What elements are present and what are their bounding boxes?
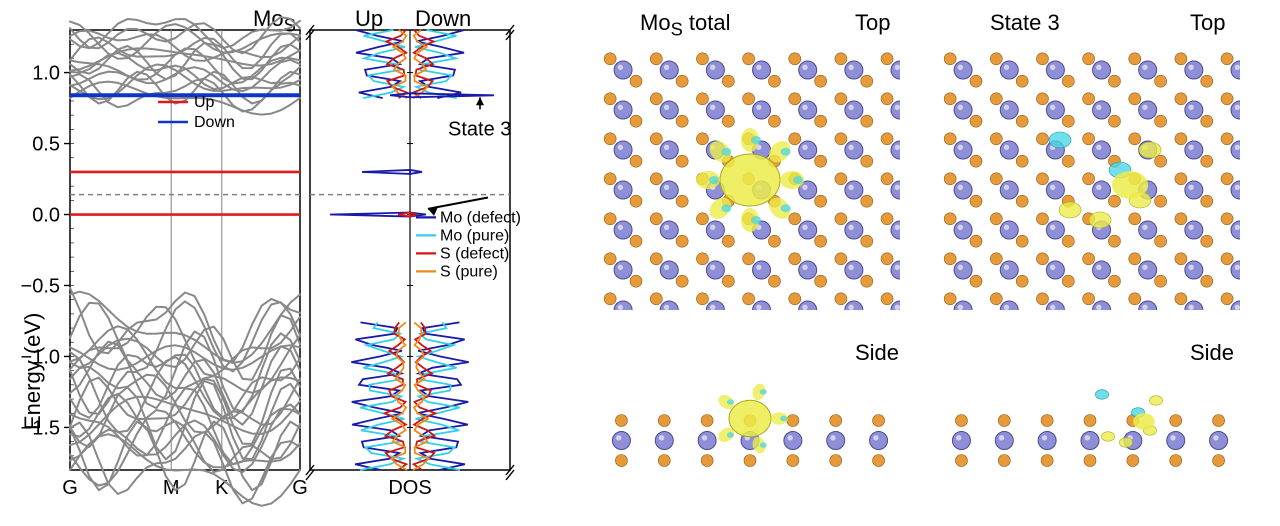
svg-text:G: G — [292, 477, 308, 499]
svg-text:G: G — [62, 477, 78, 499]
atoms-right-title: State 3 — [990, 10, 1060, 36]
svg-text:State 3: State 3 — [448, 118, 511, 140]
svg-text:−1.5: −1.5 — [21, 417, 60, 439]
atoms-left-top-view — [600, 50, 900, 310]
atoms-left-title: MoS total — [640, 10, 731, 40]
svg-text:Mo (pure): Mo (pure) — [440, 227, 509, 244]
svg-text:DOS: DOS — [388, 477, 431, 499]
svg-text:Mo (defect): Mo (defect) — [440, 209, 521, 226]
svg-text:0.0: 0.0 — [32, 205, 60, 227]
svg-text:Down: Down — [194, 114, 235, 131]
atoms-left-title-mo: Mo — [640, 10, 671, 35]
svg-text:−1.0: −1.0 — [21, 346, 60, 368]
atoms-right-side-view — [940, 380, 1240, 490]
atoms-right-top-view — [940, 50, 1240, 310]
svg-text:−0.5: −0.5 — [21, 275, 60, 297]
atoms-left-top-label: Top — [855, 10, 890, 36]
atoms-left-title-total: total — [683, 10, 731, 35]
atoms-right-side-label: Side — [1190, 340, 1234, 366]
svg-text:Up: Up — [194, 94, 215, 111]
svg-text:S (pure): S (pure) — [440, 263, 498, 280]
atoms-left-title-sub: S — [671, 18, 683, 39]
band-structure-plot: −1.5−1.0−0.50.00.51.0GMKGUpDownDOSState … — [0, 0, 560, 510]
atoms-left-side-view — [600, 380, 900, 490]
svg-text:S (defect): S (defect) — [440, 245, 509, 262]
atoms-left-side-label: Side — [855, 340, 899, 366]
atoms-right-top-label: Top — [1190, 10, 1225, 36]
svg-text:0.5: 0.5 — [32, 134, 60, 156]
svg-text:1.0: 1.0 — [32, 63, 60, 85]
